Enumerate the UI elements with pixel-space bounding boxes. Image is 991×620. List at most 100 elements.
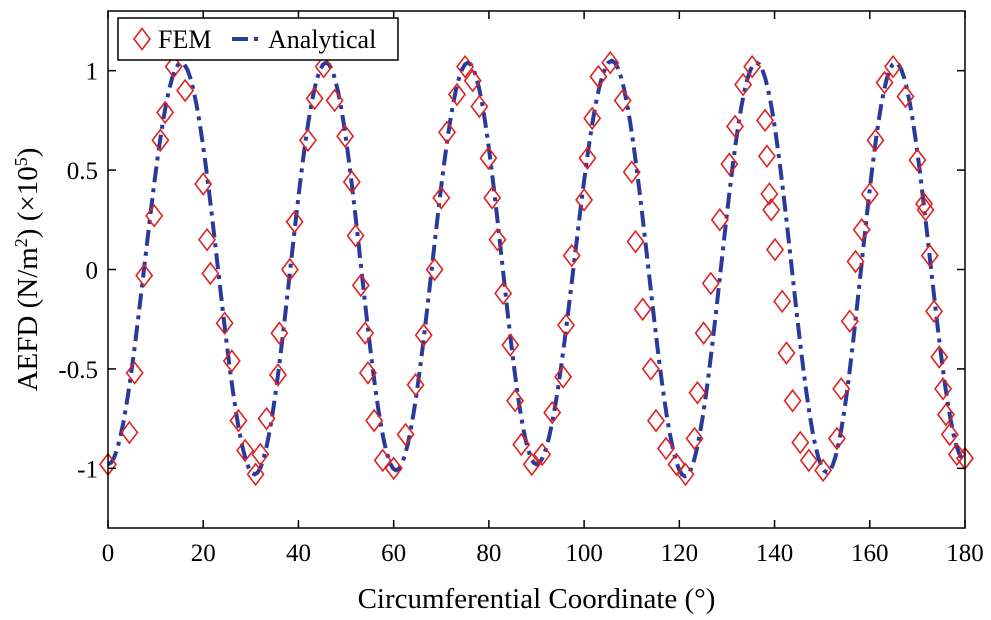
fem-point-24 (305, 86, 324, 111)
fem-point-81 (743, 54, 762, 79)
fem-point-89 (783, 388, 802, 413)
fem-point-83 (757, 144, 776, 168)
fem-point-76 (701, 271, 720, 296)
fem-point-30 (351, 273, 370, 298)
fem-point-80 (734, 72, 753, 97)
fem-point-20 (270, 321, 289, 345)
fem-point-36 (396, 422, 415, 447)
fem-point-102 (896, 84, 915, 109)
y-axis-title: AEFD (N/m2) (×105) (11, 148, 44, 392)
fem-point-77 (710, 207, 729, 232)
fem-point-88 (777, 341, 796, 365)
fem-point-100 (875, 70, 894, 95)
fem-point-10 (198, 227, 217, 252)
legend-fem-marker-icon (132, 27, 152, 51)
fem-point-49 (494, 281, 513, 306)
fem-point-96 (846, 249, 865, 274)
fem-point-28 (342, 170, 361, 194)
fem-point-26 (325, 88, 344, 113)
x-tick-label-9: 180 (946, 540, 984, 567)
x-tick-label-5: 100 (565, 540, 603, 567)
fem-point-99 (866, 128, 885, 153)
fem-point-66 (626, 229, 645, 254)
fem-point-15 (236, 438, 255, 463)
fem-point-90 (791, 430, 810, 455)
x-tick-label-8: 160 (851, 540, 889, 567)
fem-point-65 (622, 160, 641, 184)
fem-point-45 (470, 94, 489, 119)
legend: FEM Analytical (117, 17, 399, 61)
legend-box (117, 17, 399, 61)
fem-point-21 (280, 257, 299, 282)
fem-point-3 (135, 263, 154, 288)
fem-point-32 (358, 361, 377, 385)
chart-axes: 0 20 40 60 80 100 120 140 160 180 1 0.5 0 -0.5 -1 (58, 10, 984, 567)
fem-point-51 (506, 388, 525, 413)
x-axis-title: Circumferential Coordinate (°) (358, 583, 716, 615)
x-tick-label-7: 140 (756, 540, 794, 567)
fem-point-95 (840, 309, 859, 334)
fem-point-87 (773, 289, 792, 314)
fem-point-86 (766, 237, 785, 262)
fem-point-84 (760, 182, 779, 206)
fem-point-46 (479, 146, 498, 170)
fem-point-39 (425, 257, 444, 282)
fem-point-34 (373, 448, 392, 473)
fem-point-107 (925, 299, 944, 324)
fem-point-33 (365, 408, 384, 433)
fem-point-9 (194, 172, 213, 196)
y-tick-label-3: -0.5 (58, 357, 98, 384)
fem-point-110 (936, 402, 955, 427)
y-tick-label-4: -1 (77, 456, 98, 483)
y-tick-label-2: 0 (86, 258, 99, 285)
legend-analytical-label: Analytical (268, 25, 376, 54)
fem-point-94 (832, 376, 851, 401)
fem-point-104 (915, 192, 934, 216)
fem-point-13 (222, 349, 241, 373)
fem-point-58 (562, 243, 581, 268)
fem-point-103 (908, 148, 927, 172)
fem-point-43 (456, 54, 475, 79)
fem-point-52 (512, 432, 531, 457)
fem-point-53 (522, 452, 541, 477)
fem-point-101 (884, 54, 903, 79)
legend-fem-label: FEM (158, 25, 211, 54)
y-axis-title-prefix: AEFD (N/m (12, 247, 44, 392)
analytical-curve (107, 58, 967, 479)
chart-marks (98, 50, 975, 487)
fem-point-2 (125, 361, 144, 385)
fem-point-67 (633, 297, 652, 322)
fem-point-73 (685, 426, 704, 451)
fem-point-7 (164, 54, 183, 79)
x-tick-label-2: 40 (286, 540, 311, 567)
fem-point-78 (720, 152, 739, 176)
fem-point-75 (694, 321, 713, 345)
fem-point-50 (501, 333, 520, 357)
y-tick-label-0: 1 (86, 59, 99, 86)
fem-point-23 (298, 128, 317, 153)
fem-point-106 (920, 243, 939, 268)
y-axis-title-sup2: 5 (11, 157, 31, 166)
fem-point-17 (251, 442, 270, 467)
fem-point-111 (940, 422, 959, 447)
fem-point-44 (463, 68, 482, 93)
fem-point-85 (762, 198, 781, 222)
fem-point-1 (120, 420, 139, 445)
y-tick-label-1: 0.5 (67, 158, 98, 185)
fem-point-12 (215, 311, 234, 336)
fem-point-74 (688, 380, 707, 405)
fem-point-55 (543, 400, 562, 425)
fem-point-8 (176, 78, 195, 103)
fem-point-62 (589, 64, 608, 89)
fem-point-93 (827, 426, 846, 451)
fem-point-35 (384, 456, 403, 481)
fem-point-14 (229, 408, 248, 433)
fem-point-98 (860, 182, 879, 206)
x-tick-label-6: 120 (661, 540, 699, 567)
fem-point-11 (201, 261, 220, 286)
fem-point-59 (575, 188, 594, 212)
x-tick-label-1: 20 (191, 540, 216, 567)
fem-point-19 (268, 363, 287, 387)
fem-point-108 (930, 345, 949, 369)
